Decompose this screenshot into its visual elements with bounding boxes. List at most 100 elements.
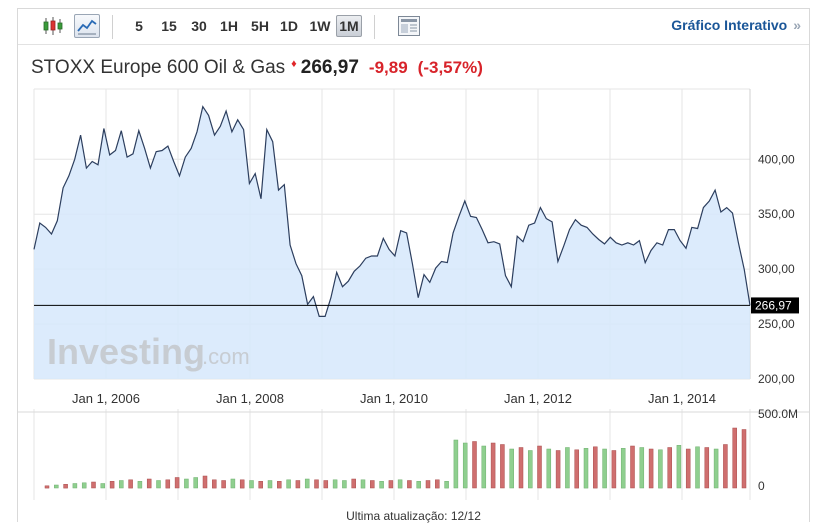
instrument-name: STOXX Europe 600 Oil & Gas (31, 57, 286, 78)
volume-bar (667, 447, 672, 489)
volume-bar (565, 447, 570, 489)
volume-bar (472, 441, 477, 489)
volume-bar (555, 450, 561, 489)
volume-bar (639, 447, 645, 489)
volume-bar (370, 480, 375, 489)
volume-bar (360, 479, 366, 489)
volume-bar (267, 480, 273, 489)
price-line (33, 105, 751, 317)
watermark-suffix: .com (202, 344, 250, 369)
volume-bar (453, 439, 459, 489)
watermark-text: Investing (47, 331, 205, 372)
candlestick-icon[interactable] (40, 14, 66, 38)
price-area (34, 106, 750, 379)
volume-bar (490, 442, 496, 489)
volume-bar (249, 480, 254, 489)
volume-bar (611, 450, 617, 489)
volume-bar (732, 427, 737, 489)
volume-bar (620, 448, 626, 489)
volume-bar (546, 448, 552, 489)
volume-bar (258, 481, 263, 489)
area-chart-icon-graphic (77, 19, 97, 35)
volume-bar (81, 482, 87, 489)
layout-icon-graphic (398, 16, 420, 36)
volume-bar (676, 445, 682, 489)
last-price-tag (751, 297, 799, 314)
interval-15-button[interactable]: 15 (161, 18, 177, 34)
volume-bar (695, 446, 700, 489)
volume-bar (407, 480, 412, 489)
volume-bar (137, 481, 143, 489)
volume-bar (174, 477, 180, 489)
x-tick-label: Jan 1, 2014 (648, 391, 716, 406)
volume-bar (332, 479, 338, 489)
volume-bar (630, 445, 635, 489)
y-tick-label: 400,00 (758, 152, 795, 166)
volume-bar (119, 480, 124, 489)
y-tick-label: 250,00 (758, 317, 795, 331)
volume-bar (723, 444, 728, 489)
last-price-tag-label: 266,97 (755, 298, 792, 312)
volume-bar (277, 481, 282, 489)
volume-bar (658, 449, 663, 489)
volume-bar (54, 484, 59, 489)
volume-bar (593, 446, 598, 489)
interval-5h-button[interactable]: 5H (251, 18, 269, 34)
candlestick-icon-graphic (43, 17, 63, 35)
interval-1w-button[interactable]: 1W (309, 18, 331, 34)
layout-icon[interactable] (396, 14, 422, 38)
y-tick-label: 350,00 (758, 207, 795, 221)
volume-bar (435, 479, 440, 489)
volume-bar (425, 480, 431, 489)
volume-bar (100, 483, 106, 489)
toolbar-divider (112, 15, 113, 39)
volume-bar (295, 480, 301, 489)
interval-1d-button[interactable]: 1D (280, 18, 298, 34)
x-tick-label: Jan 1, 2008 (216, 391, 284, 406)
area-chart-icon[interactable] (74, 14, 100, 38)
toolbar-divider (374, 15, 375, 39)
volume-bar (351, 478, 356, 489)
volume-bar (91, 481, 96, 489)
instrument-header: STOXX Europe 600 Oil & Gas ♦ 266,97 -9,89 (-… (31, 57, 483, 81)
volume-bar (165, 479, 171, 489)
interval-1h-button[interactable]: 1H (220, 18, 238, 34)
x-tick-label: Jan 1, 2006 (72, 391, 140, 406)
volume-bar (509, 448, 514, 489)
volume-bar (741, 429, 747, 489)
volume-bar (537, 445, 542, 489)
volume-bar (379, 481, 384, 489)
y-tick-label: 300,00 (758, 262, 795, 276)
y-tick-label: 200,00 (758, 372, 795, 386)
volume-bar (212, 479, 217, 489)
volume-bar (184, 478, 189, 489)
volume-bar (583, 448, 589, 489)
volume-bar (146, 478, 152, 489)
interval-30-button[interactable]: 30 (191, 18, 207, 34)
interval-1m-button[interactable]: 1M (336, 15, 362, 37)
volume-bar (156, 480, 161, 489)
volume-bar (388, 480, 394, 489)
volume-bar (221, 480, 226, 489)
volume-bar (518, 447, 524, 489)
volume-bar (713, 448, 719, 489)
volume-bar (342, 480, 347, 489)
volume-bar (202, 475, 208, 489)
volume-bar (230, 478, 236, 489)
volume-bar (528, 450, 533, 489)
volume-bar (314, 479, 319, 489)
price-change-percent: (-3,57%) (417, 58, 483, 77)
interval-5-button[interactable]: 5 (135, 18, 143, 34)
volume-bar (462, 442, 468, 489)
x-tick-label: Jan 1, 2010 (360, 391, 428, 406)
volume-bar (304, 478, 310, 489)
volume-bar (63, 484, 68, 489)
volume-bar (193, 477, 198, 489)
volume-bar (416, 481, 421, 489)
volume-bar (239, 479, 245, 489)
interactive-chart-link[interactable]: Gráfico Interativo » (671, 17, 801, 33)
last-price: 266,97 (300, 57, 359, 78)
volume-tick-label: 500.0M (758, 407, 798, 421)
price-change: -9,89 (368, 58, 408, 77)
